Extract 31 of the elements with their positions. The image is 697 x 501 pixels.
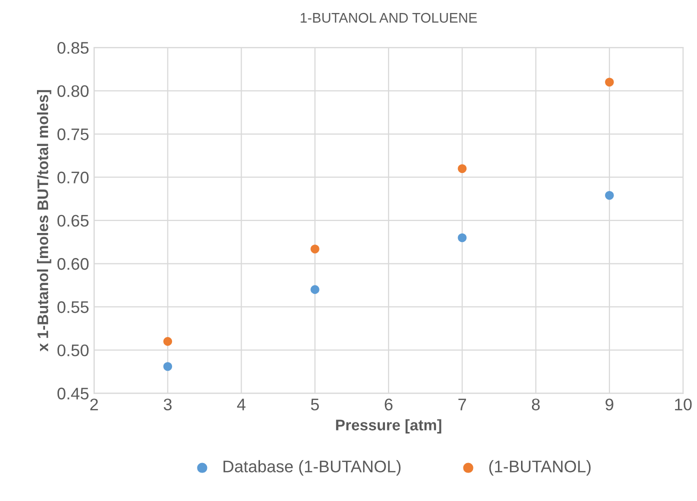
x-tick-label: 3 — [164, 398, 172, 410]
x-tick-label: 4 — [237, 398, 246, 410]
point — [458, 164, 467, 173]
y-tick-label: 0.55 — [57, 301, 89, 314]
x-tick-label: 2 — [90, 398, 98, 410]
y-tick-label: 0.45 — [57, 388, 89, 400]
legend-label: (1-BUTANOL) — [489, 460, 591, 476]
y-tick-label: 0.85 — [57, 42, 89, 54]
point — [605, 190, 614, 200]
x-tick-label: 5 — [310, 398, 319, 410]
y-axis-title: x 1-Butanol [moles BUT/total moles] — [37, 90, 52, 352]
point — [310, 285, 320, 294]
x-tick-label: 10 — [675, 398, 692, 410]
point — [605, 78, 614, 87]
y-tick-label: 0.80 — [57, 85, 89, 98]
x-tick-label: 9 — [606, 398, 614, 410]
point — [163, 362, 172, 371]
point — [310, 244, 320, 254]
point — [458, 233, 467, 242]
point — [163, 337, 172, 346]
y-tick-label: 0.70 — [57, 172, 89, 184]
y-tick-label: 0.75 — [57, 128, 89, 140]
x-tick-label: 7 — [458, 398, 466, 410]
chart-title: 1-BUTANOL AND TOLUENE — [300, 12, 477, 23]
x-tick-label: 8 — [532, 398, 540, 410]
x-tick-label: 6 — [384, 398, 392, 410]
y-tick-label: 0.65 — [57, 214, 89, 227]
y-tick-label: 0.50 — [57, 344, 89, 356]
x-axis-title: Pressure [atm] — [336, 419, 442, 434]
legend-label: Database (1-BUTANOL) — [224, 460, 401, 476]
y-tick-label: 0.60 — [57, 258, 89, 270]
